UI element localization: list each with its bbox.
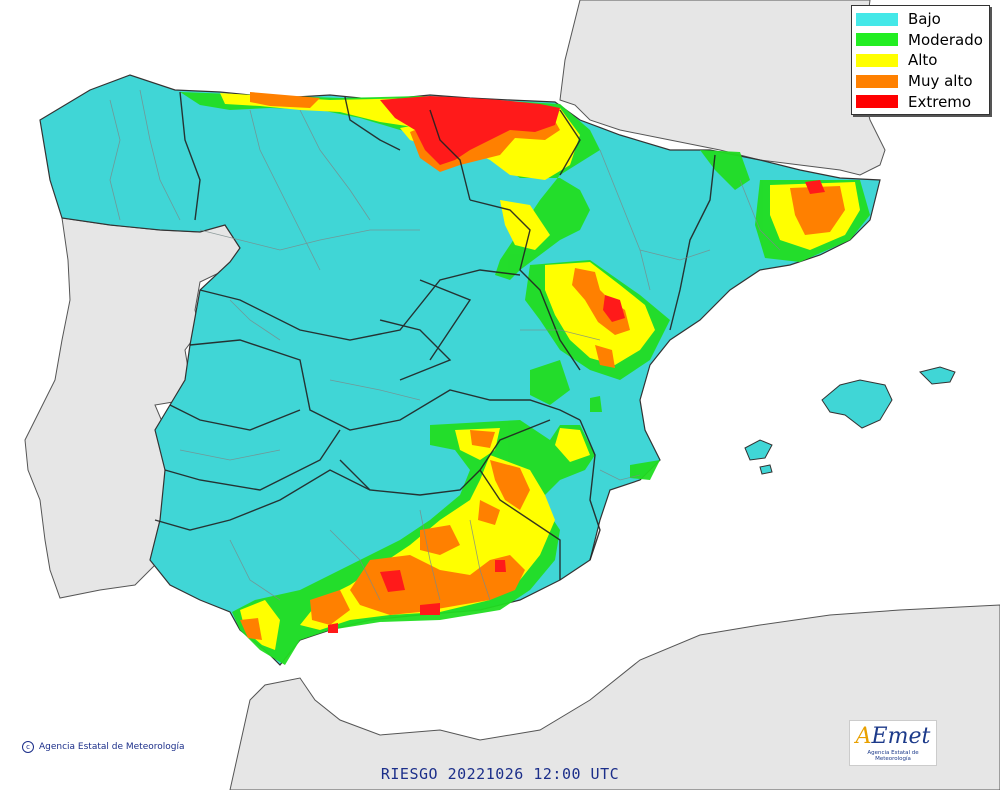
copyright-icon: c — [22, 741, 34, 753]
logo-wordmark: AEmet — [855, 724, 931, 749]
legend-item-muy-alto: Muy alto — [856, 71, 985, 92]
legend-label: Extremo — [908, 92, 972, 111]
africa-landmass — [229, 604, 1000, 790]
credit-text: Agencia Estatal de Meteorología — [39, 742, 185, 752]
legend-swatch — [856, 95, 898, 109]
legend-swatch — [856, 53, 898, 67]
logo-subtitle: Agencia Estatal de Meteorología — [867, 750, 919, 762]
legend-label: Muy alto — [908, 72, 973, 91]
legend-swatch — [856, 12, 898, 26]
community-borders — [154, 91, 716, 580]
legend-item-extremo: Extremo — [856, 91, 985, 112]
legend-label: Bajo — [908, 10, 941, 29]
formentera — [759, 464, 773, 475]
legend-swatch — [856, 33, 898, 47]
aemet-logo: AEmet Agencia Estatal de Meteorología — [849, 720, 937, 766]
risk-zones-extremo — [328, 96, 825, 633]
legend-item-alto: Alto — [856, 50, 985, 71]
legend-swatch — [856, 74, 898, 88]
province-borders — [109, 89, 781, 601]
legend-label: Moderado — [908, 30, 983, 49]
copyright-credit: c Agencia Estatal de Meteorología — [22, 741, 185, 753]
ibiza — [744, 439, 773, 461]
map-caption: RIESGO 20221026 12:00 UTC — [380, 765, 620, 783]
legend-item-moderado: Moderado — [856, 30, 985, 51]
legend-item-bajo: Bajo — [856, 9, 985, 30]
legend-label: Alto — [908, 51, 938, 70]
menorca — [919, 366, 956, 385]
mallorca — [821, 379, 893, 429]
legend: Bajo Moderado Alto Muy alto Extremo — [851, 5, 990, 115]
